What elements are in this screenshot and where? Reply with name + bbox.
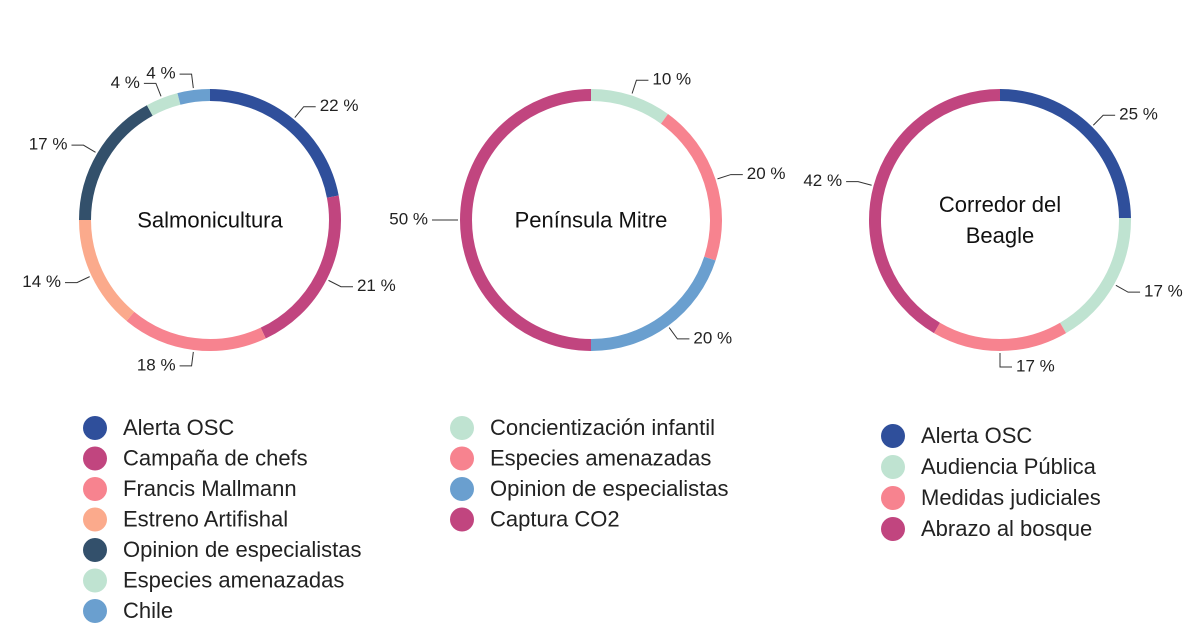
legend-label: Estreno Artifishal (123, 506, 288, 531)
leader-line (668, 327, 690, 340)
leader-line (64, 276, 90, 284)
legend-label: Concientización infantil (490, 415, 715, 440)
legend-marker (881, 486, 905, 510)
value-label: 17 % (29, 135, 68, 154)
legend-label: Alerta OSC (921, 423, 1032, 448)
legend-marker (881, 455, 905, 479)
legend-marker (450, 446, 474, 471)
donut-segment (126, 311, 266, 351)
legend-marker (450, 416, 474, 440)
value-label: 4 % (146, 64, 175, 83)
legend-marker (881, 424, 905, 448)
value-label: 20 % (747, 164, 786, 183)
legend-label: Opinion de especialistas (490, 476, 728, 501)
legend-label: Alerta OSC (123, 415, 234, 440)
legend-label: Opinion de especialistas (123, 537, 361, 562)
legend-marker (881, 517, 905, 541)
leader-line (1115, 284, 1141, 293)
leader-line (294, 106, 316, 118)
donut-segment (590, 256, 716, 351)
value-label: 21 % (357, 276, 396, 295)
donut-segment (1059, 217, 1131, 334)
donut-segment (999, 89, 1131, 219)
legend-label: Especies amenazadas (490, 445, 711, 470)
value-label: 14 % (22, 272, 61, 291)
legend: Concientización infantil Especies amenaza… (450, 415, 728, 532)
legend-label: Francis Mallmann (123, 476, 297, 501)
value-label: 25 % (1119, 105, 1158, 124)
chart-title: Corredor del Beagle (938, 192, 1062, 248)
leader-line (143, 82, 162, 97)
value-label: 17 % (1016, 356, 1055, 375)
donut-segment (660, 114, 722, 261)
leader-line (631, 79, 649, 94)
leader-line (999, 353, 1012, 368)
legend-marker (83, 416, 107, 440)
legend: Alerta OSC Campaña de chefs Francis Mallma… (83, 415, 361, 623)
donut-segment (79, 219, 135, 321)
leader-line (328, 279, 353, 288)
leader-line (846, 181, 872, 186)
legend-marker (83, 599, 107, 623)
donut-segment (260, 195, 341, 339)
value-label: 4 % (111, 73, 140, 92)
donut-segment (933, 322, 1067, 351)
chart-title: Península Mitre (514, 207, 668, 233)
value-label: 42 % (803, 171, 842, 190)
legend-label: Abrazo al bosque (921, 516, 1092, 541)
donut-segment (146, 93, 181, 116)
legend-label: Medidas judiciales (921, 485, 1101, 510)
chart-title: Salmonicultura (137, 207, 283, 233)
donut-segment (79, 105, 153, 221)
value-label: 17 % (1144, 282, 1183, 301)
donut-segment (869, 89, 1001, 334)
value-label: 50 % (389, 209, 428, 228)
leader-line (1092, 114, 1116, 126)
value-label: 18 % (137, 355, 176, 374)
value-label: 22 % (320, 96, 359, 115)
donut-segment (460, 89, 592, 351)
legend-label: Campaña de chefs (123, 445, 308, 470)
legend-label: Especies amenazadas (123, 567, 344, 592)
value-label: 20 % (693, 328, 732, 347)
legend-marker (83, 538, 107, 562)
legend-marker (83, 568, 107, 593)
donut-segment (177, 89, 211, 105)
legend: Alerta OSC Audiencia Pública Medidas judic… (881, 423, 1101, 541)
leader-line (179, 73, 194, 89)
value-label: 10 % (652, 70, 691, 89)
legend-label: Chile (123, 598, 173, 623)
donut-segment (209, 89, 339, 198)
legend-label: Captura CO2 (490, 506, 620, 531)
legend-label: Audiencia Pública (921, 454, 1097, 479)
legend-marker (83, 507, 107, 532)
legend-marker (450, 507, 474, 532)
leader-line (71, 144, 96, 153)
legend-marker (450, 477, 474, 501)
legend-marker (83, 477, 107, 501)
donut-segment (590, 89, 668, 124)
leader-line (717, 174, 743, 180)
legend-marker (83, 446, 107, 471)
leader-line (179, 351, 194, 367)
